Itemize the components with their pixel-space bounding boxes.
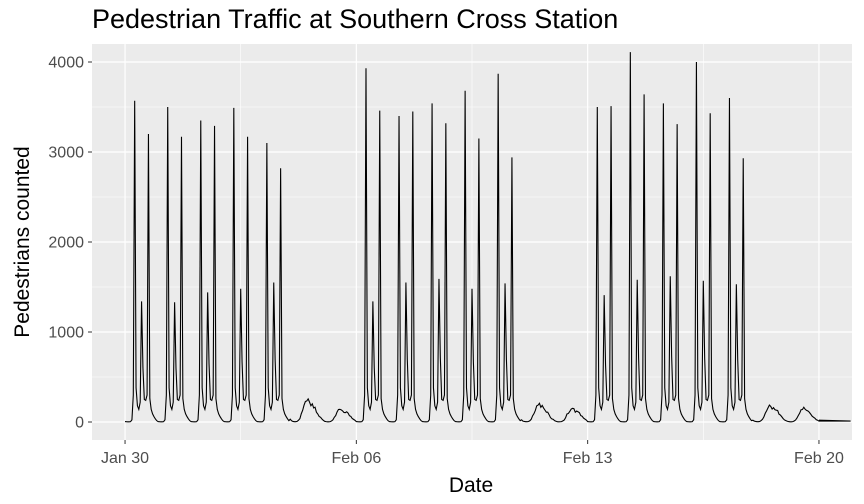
x-tick-label: Feb 20 [794,450,844,467]
y-tick-label: 3000 [48,145,84,162]
chart-title: Pedestrian Traffic at Southern Cross Sta… [92,4,619,34]
x-tick-label: Feb 13 [563,450,613,467]
y-tick-label: 4000 [48,55,84,72]
y-axis: 0 1000 2000 3000 4000 [48,55,92,432]
x-axis-title: Date [449,474,493,497]
y-axis-title: Pedestrians counted [11,146,34,337]
y-tick-label: 2000 [48,235,84,252]
x-tick-label: Feb 06 [331,450,381,467]
x-axis: Jan 30 Feb 06 Feb 13 Feb 20 [101,440,844,467]
y-tick-label: 0 [75,415,84,432]
y-tick-label: 1000 [48,325,84,342]
series-line [124,52,851,423]
x-tick-label: Jan 30 [101,450,149,467]
